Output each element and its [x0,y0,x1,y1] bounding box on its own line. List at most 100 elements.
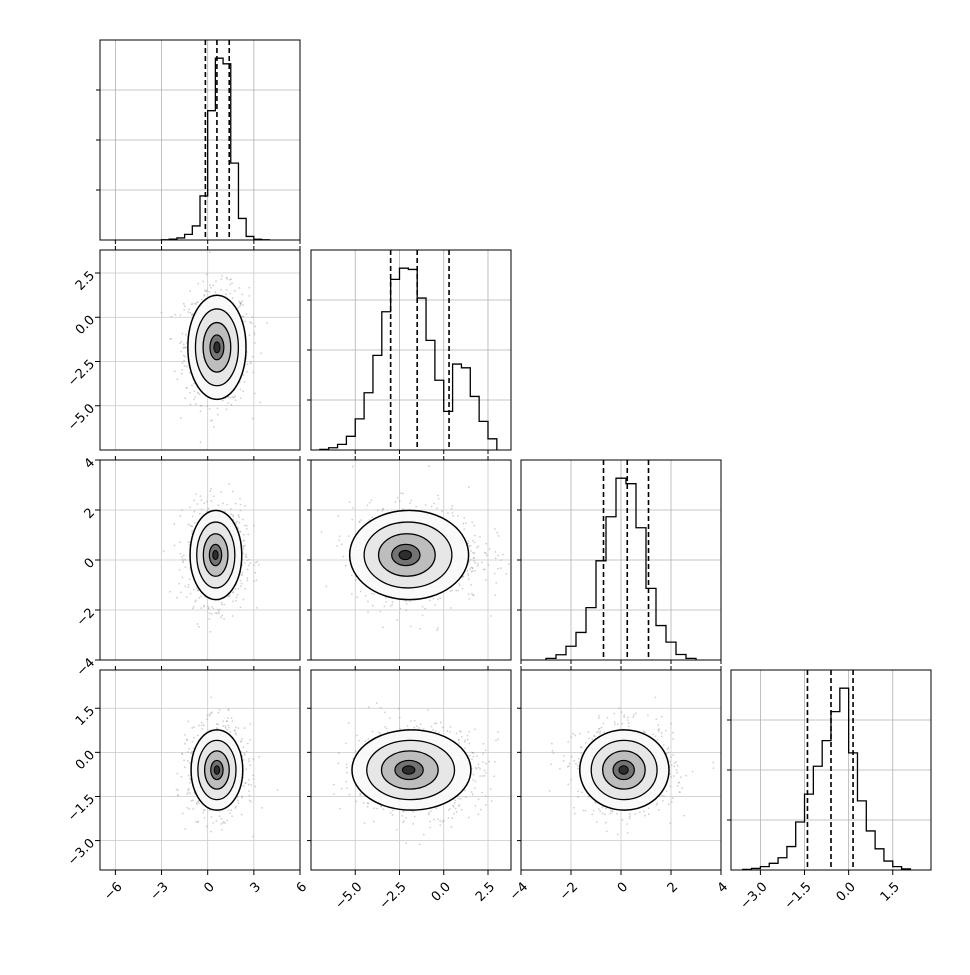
scatter-point [221,602,223,604]
scatter-point [472,774,474,776]
scatter-point [571,756,573,758]
scatter-point [220,823,222,825]
scatter-point [188,720,190,722]
scatter-point [422,606,424,608]
scatter-point [163,550,165,552]
scatter-point [423,728,425,730]
scatter-point [373,807,375,809]
scatter-point [668,747,670,749]
scatter-point [241,795,243,797]
scatter-point [367,802,369,804]
scatter-point [248,287,250,289]
scatter-point [495,582,497,584]
scatter-point [203,724,205,726]
scatter-point [384,711,386,713]
histogram-step-line [320,268,497,450]
scatter-point [405,817,407,819]
scatter-point [239,301,241,303]
scatter-point [371,516,373,518]
scatter-point [191,751,193,753]
scatter-point [628,725,630,727]
scatter-point [349,794,351,796]
scatter-point [179,515,181,517]
scatter-point [472,794,474,796]
scatter-point [488,761,490,763]
scatter-point [460,798,462,800]
scatter-point [184,397,186,399]
scatter-point [458,804,460,806]
scatter-point [346,772,348,774]
scatter-point [389,717,391,719]
scatter-point [602,813,604,815]
scatter-point [235,726,237,728]
scatter-point [467,575,469,577]
scatter-point [198,802,200,804]
scatter-point [232,615,234,617]
scatter-point [321,531,323,533]
scatter-point [457,590,459,592]
scatter-point [463,528,465,530]
scatter-point [485,772,487,774]
scatter-point [183,759,185,761]
scatter-point [467,570,469,572]
scatter-point [438,732,440,734]
scatter-point [495,557,497,559]
scatter-point [217,504,219,506]
scatter-point [442,821,444,823]
scatter-point [229,731,231,733]
scatter-point [248,758,250,760]
scatter-point [495,740,497,742]
scatter-point [190,593,192,595]
scatter-point [180,553,182,555]
scatter-point [345,781,347,783]
scatter-point [194,390,196,392]
scatter-point [437,599,439,601]
scatter-point [246,528,248,530]
scatter-point [199,513,201,515]
scatter-point [180,776,182,778]
scatter-point [469,755,471,757]
scatter-point [180,592,182,594]
scatter-point [183,355,185,357]
scatter-point [473,525,475,527]
scatter-point [633,714,635,716]
scatter-point [246,751,248,753]
scatter-point [428,812,430,814]
scatter-point [476,755,478,757]
scatter-point [681,787,683,789]
scatter-point [617,724,619,726]
scatter-point [450,607,452,609]
scatter-point [232,491,234,493]
scatter-point [406,603,408,605]
scatter-point [240,606,242,608]
density-contour-level-4 [214,342,220,353]
scatter-point [454,802,456,804]
scatter-point [244,381,246,383]
scatter-point [240,580,242,582]
scatter-point [231,717,233,719]
scatter-point [200,495,202,497]
density-contour-level-4 [213,550,218,559]
scatter-point [247,569,249,571]
scatter-point [216,612,218,614]
scatter-point [248,779,250,781]
scatter-point [193,606,195,608]
scatter-point [670,785,672,787]
scatter-point [237,800,239,802]
scatter-point [256,579,258,581]
scatter-point [189,762,191,764]
scatter-point [243,785,245,787]
histogram-panel-1 [307,250,511,450]
scatter-point [563,755,565,757]
scatter-point [471,758,473,760]
scatter-point [486,555,488,557]
scatter-point [181,753,183,755]
scatter-point [179,569,181,571]
scatter-point [339,535,341,537]
scatter-point [405,609,407,611]
scatter-point [336,545,338,547]
scatter-point [454,799,456,801]
scatter-point [409,502,411,504]
scatter-point [203,502,205,504]
